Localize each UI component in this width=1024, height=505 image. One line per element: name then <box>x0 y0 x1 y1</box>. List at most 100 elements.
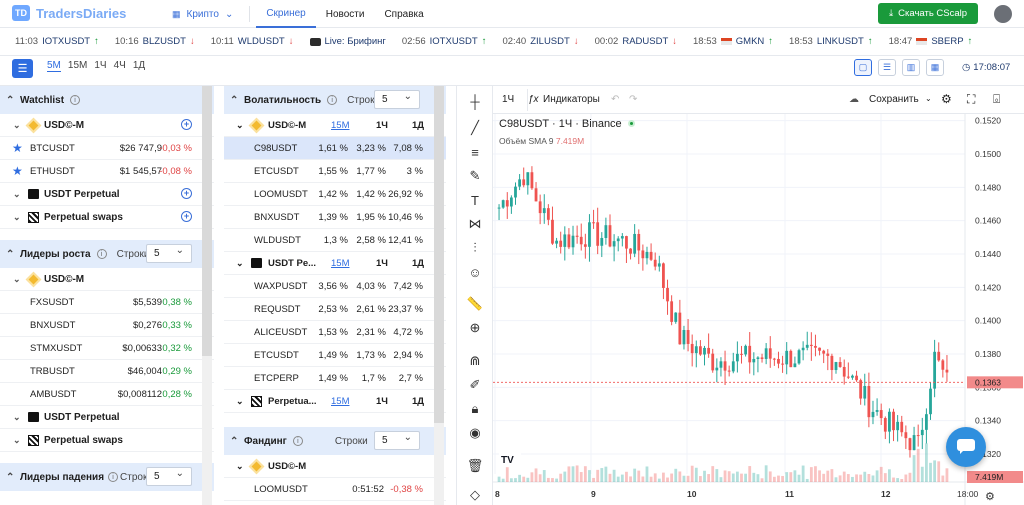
ticker-item[interactable]: 18:53 LINKUSDT ↑ <box>789 36 873 47</box>
ticker-item[interactable]: 00:02 RADUSDT ↓ <box>595 36 677 47</box>
nav-help[interactable]: Справка <box>384 8 424 20</box>
group-perpetual-swaps[interactable]: ⌄ Perpetual swaps <box>0 429 214 452</box>
trendline-icon[interactable]: ╱ <box>471 120 479 135</box>
tf-5m[interactable]: 5M <box>47 60 61 72</box>
gainers-header[interactable]: ⌃ Лидеры роста i Строки 5 <box>0 240 214 268</box>
save-button[interactable]: Сохранить <box>869 94 919 105</box>
table-row[interactable]: BNXUSDT 1,39 % 1,95 % 10,46 % <box>224 206 446 229</box>
group-usdt-perpetual[interactable]: ⌄ USDT Perpetual <box>0 406 214 429</box>
col-15m[interactable]: 15M <box>331 395 350 407</box>
settings-icon[interactable]: ⚙ <box>941 92 952 106</box>
indicators-button[interactable]: Индикаторы <box>543 94 600 105</box>
trash-icon[interactable]: 🗑︎ <box>466 458 484 473</box>
table-row[interactable]: ETCPERP 1,49 % 1,7 % 2,7 % <box>224 367 446 390</box>
nav-screener[interactable]: Скринер <box>256 0 316 28</box>
price-chart[interactable]: 0.1520 0.1500 0.1480 0.1460 0.1440 0.1420 0.14… <box>493 114 1024 505</box>
ruler-icon[interactable]: 📏 <box>466 296 484 311</box>
table-row[interactable]: LOOMUSDT 1,42 % 1,42 % 26,92 % <box>224 183 446 206</box>
redo-icon[interactable]: ↷ <box>629 94 638 105</box>
table-row[interactable]: LOOMUSDT 0:51:52 -0,38 % <box>224 478 446 501</box>
col-15m[interactable]: 15M <box>331 257 350 269</box>
col-1d[interactable]: 1Д <box>412 395 425 407</box>
fib-lines-icon[interactable]: ≡ <box>471 144 479 160</box>
layout-rows-icon[interactable]: ☰ <box>878 59 896 76</box>
info-icon[interactable]: i <box>70 95 81 105</box>
layout-grid-icon[interactable]: ▦ <box>926 59 944 76</box>
layout-single-icon[interactable]: ▢ <box>854 59 872 76</box>
emoji-icon[interactable]: ☺ <box>468 264 482 280</box>
camera-icon[interactable]: ⌻ <box>993 92 1001 106</box>
nav-crypto-dropdown[interactable]: ▦ Крипто ⌄ <box>162 0 243 28</box>
watchlist-header[interactable]: ⌃ Watchlist i <box>0 86 214 114</box>
col-1h[interactable]: 1Ч <box>376 395 388 407</box>
ticker-item[interactable]: 10:16 BLZUSDT ↓ <box>115 36 195 47</box>
volatility-header[interactable]: ⌃ Волатильность i Строки 5 <box>224 86 446 114</box>
col-1h[interactable]: 1Ч <box>376 119 388 131</box>
pattern-icon[interactable]: ⋈ <box>468 216 482 231</box>
table-row[interactable]: WAXPUSDT 3,56 % 4,03 % 7,42 % <box>224 275 446 298</box>
prediction-icon[interactable]: ⫶ <box>473 240 477 255</box>
avatar[interactable] <box>994 5 1012 23</box>
layers-icon[interactable]: ◇ <box>470 487 480 502</box>
layout-columns-icon[interactable]: ▥ <box>902 59 920 76</box>
col-15m[interactable]: 15M <box>331 119 350 131</box>
info-icon[interactable]: i <box>108 472 119 482</box>
add-icon[interactable]: + <box>181 211 192 222</box>
fullscreen-icon[interactable]: ⛶ <box>967 92 976 106</box>
table-row[interactable]: TRBUSDT $46,004 0,29 % <box>0 360 214 383</box>
table-row[interactable]: REQUSDT 2,53 % 2,61 % 23,37 % <box>224 298 446 321</box>
col-1d[interactable]: 1Д <box>412 257 425 269</box>
star-icon[interactable]: ★ <box>12 141 23 155</box>
ticker-item[interactable]: 18:53 GMKN ↑ <box>693 36 773 47</box>
table-row[interactable]: WLDUSDT 1,3 % 2,58 % 12,41 % <box>224 229 446 252</box>
info-icon[interactable]: i <box>327 95 338 105</box>
table-row[interactable]: FXSUSDT $5,539 0,38 % <box>0 291 214 314</box>
tf-1d[interactable]: 1Д <box>132 60 146 71</box>
ticker-item[interactable]: 11:03 IOTXUSDT ↑ <box>15 36 99 47</box>
group-usdm[interactable]: ⌄ USD©-M <box>0 268 214 291</box>
star-icon[interactable]: ★ <box>12 164 23 178</box>
crosshair-icon[interactable]: ┼ <box>470 93 480 109</box>
eye-icon[interactable]: ◉ <box>469 425 481 440</box>
table-row[interactable]: BNXUSDT $0,276 0,33 % <box>0 314 214 337</box>
brand-logo[interactable]: TD TradersDiaries <box>12 5 126 21</box>
nav-news[interactable]: Новости <box>325 8 365 20</box>
volatility-group-perpetual-swaps[interactable]: ⌄ Perpetua... 15M 1Ч 1Д <box>224 390 446 413</box>
table-row[interactable]: ALICEUSDT 1,53 % 2,31 % 4,72 % <box>224 321 446 344</box>
middle-scrollbar[interactable] <box>434 86 444 423</box>
group-usdt-perpetual[interactable]: ⌄ USDT Perpetual + <box>0 183 214 206</box>
zoom-in-icon[interactable]: ⊕ <box>469 320 481 335</box>
tf-1h[interactable]: 1Ч <box>94 60 107 71</box>
col-1h[interactable]: 1Ч <box>376 257 388 269</box>
table-row[interactable]: AMBUSDT $0,008112 0,28 % <box>0 383 214 406</box>
interval-button[interactable]: 1Ч <box>502 94 515 105</box>
info-icon[interactable]: i <box>292 436 303 446</box>
ticker-item[interactable]: Live: Брифинг <box>309 36 386 47</box>
lock-icon[interactable]: 🔒︎ <box>471 401 479 416</box>
volatility-group-usdt-perpetual[interactable]: ⌄ USDT Pe... 15M 1Ч 1Д <box>224 252 446 275</box>
brush-icon[interactable]: ✎ <box>469 168 481 183</box>
menu-button[interactable]: ☰ <box>12 59 33 78</box>
left-scrollbar[interactable] <box>202 86 212 356</box>
group-perpetual-swaps[interactable]: ⌄ Perpetual swaps + <box>0 206 214 229</box>
info-icon[interactable]: i <box>96 249 107 259</box>
undo-icon[interactable]: ↶ <box>611 94 620 105</box>
col-1d[interactable]: 1Д <box>412 119 425 131</box>
indicators-icon[interactable]: ƒx <box>528 94 539 105</box>
rows-select[interactable]: 5 <box>146 467 192 486</box>
funding-group-usdm[interactable]: ⌄ USD©-M <box>224 455 446 478</box>
ticker-item[interactable]: 10:11 WLDUSDT ↓ <box>211 36 294 47</box>
magnet-icon[interactable]: ⋒ <box>469 353 481 368</box>
losers-header[interactable]: ⌃ Лидеры падения i Строки 5 <box>0 463 214 491</box>
pencil-lock-icon[interactable]: ✐ <box>469 377 481 392</box>
table-row[interactable]: C98USDT 1,61 % 3,23 % 7,08 % <box>224 137 446 160</box>
rows-select[interactable]: 5 <box>146 244 192 263</box>
ticker-item[interactable]: 02:40 ZILUSDT ↓ <box>502 36 578 47</box>
group-usdm[interactable]: ⌄ USD©-M + <box>0 114 214 137</box>
chevron-down-icon[interactable]: ⌄ <box>925 94 932 103</box>
table-row[interactable]: STMXUSDT $0,00633 0,32 % <box>0 337 214 360</box>
ticker-item[interactable]: 02:56 IOTXUSDT ↑ <box>402 36 487 47</box>
table-row[interactable]: ETCUSDT 1,49 % 1,73 % 2,94 % <box>224 344 446 367</box>
volatility-group-usdm[interactable]: ⌄ USD©-M 15M 1Ч 1Д <box>224 114 446 137</box>
ticker-item[interactable]: 18:47 SBERP ↑ <box>889 36 973 47</box>
